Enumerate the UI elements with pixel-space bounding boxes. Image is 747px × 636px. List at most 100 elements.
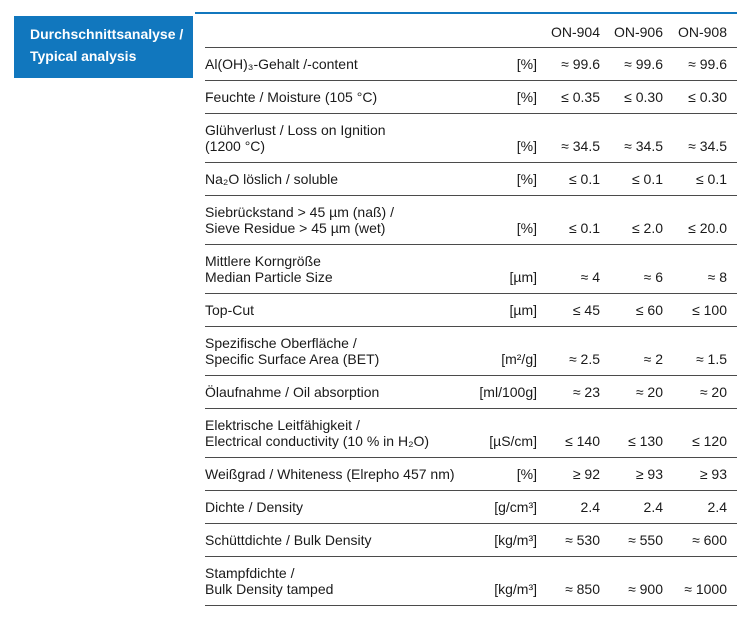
value-cell-on-908: ≤ 100 [692,302,727,318]
parameter-label-line: Spezifische Oberfläche / [205,335,357,351]
value-cell-on-906: ≤ 0.30 [624,89,663,105]
unit-label: [µS/cm] [489,433,537,449]
table-row: Ölaufnahme / Oil absorption [ml/100g] ≈ 23… [205,375,737,409]
value-cell-on-904: ≈ 850 [565,581,600,597]
column-header-on-906: ON-906 [613,24,663,40]
value-cell-on-906: ≤ 130 [628,433,663,449]
parameter-label-line: Elektrische Leitfähigkeit / [205,417,360,433]
value-cell-on-908: ≈ 1000 [684,581,727,597]
table-top-accent-line [195,12,737,14]
value-cell-on-906: ≈ 20 [635,384,663,400]
unit-label: [ml/100g] [479,384,537,400]
parameter-label: Mittlere Korngröße Median Particle Size [205,245,475,294]
table-row: Spezifische Oberfläche / Specific Surface… [205,326,737,376]
parameter-label: Glühverlust / Loss on Ignition (1200 °C) [205,114,475,163]
table-row: Siebrückstand > 45 µm (naß) / Sieve Resid… [205,195,737,245]
table-row: Top-Cut [µm] ≤ 45 ≤ 60 ≤ 100 [205,293,737,327]
value-cell-on-908: ≈ 1.5 [695,351,727,367]
parameter-label-line: Feuchte / Moisture (105 °C) [205,89,378,105]
value-cell-on-908: ≤ 20.0 [688,220,727,236]
parameter-label-line: Schüttdichte / Bulk Density [205,532,372,548]
parameter-label-line: Bulk Density tamped [205,581,334,597]
parameter-label: Elektrische Leitfähigkeit / Electrical co… [205,409,475,458]
value-cell-on-904: ≈ 4 [580,269,600,285]
column-header-on-904: ON-904 [550,24,600,40]
value-cell-on-904: ≥ 92 [572,466,600,482]
value-cell-on-908: ≈ 34.5 [688,138,727,154]
unit-label: [kg/m³] [494,581,537,597]
parameter-label-line: Ölaufnahme / Oil absorption [205,384,380,400]
parameter-label-line: Glühverlust / Loss on Ignition [205,122,386,138]
unit-label: [µm] [509,302,537,318]
parameter-label: Dichte / Density [205,491,475,524]
value-cell-on-906: 2.4 [643,499,663,515]
parameter-label-line: (1200 °C) [205,138,266,154]
value-cell-on-904: ≤ 0.1 [568,220,600,236]
table-row: Elektrische Leitfähigkeit / Electrical co… [205,408,737,458]
table-row: Feuchte / Moisture (105 °C) [%] ≤ 0.35 ≤ 0.… [205,80,737,114]
table-row: Stampfdichte / Bulk Density tamped [kg/m³]… [205,556,737,606]
parameter-label-line: Na₂O löslich / soluble [205,171,339,187]
value-cell-on-906: ≈ 900 [628,581,663,597]
unit-label: [%] [516,171,537,187]
value-cell-on-906: ≈ 34.5 [624,138,663,154]
value-cell-on-908: ≥ 93 [699,466,727,482]
value-cell-on-904: ≤ 140 [565,433,600,449]
value-cell-on-906: ≈ 6 [643,269,663,285]
value-cell-on-906: ≤ 0.1 [631,171,663,187]
value-cell-on-908: ≈ 20 [699,384,727,400]
parameter-label-line: Specific Surface Area (BET) [205,351,380,367]
unit-label: [%] [516,89,537,105]
value-cell-on-906: ≤ 60 [635,302,663,318]
parameter-label-line: Weißgrad / Whiteness (Elrepho 457 nm) [205,466,455,482]
section-title-line1: Durchschnittsanalyse / [30,26,184,42]
parameter-label: Top-Cut [205,294,475,327]
value-cell-on-904: ≈ 99.6 [561,56,600,72]
value-cell-on-906: ≈ 550 [628,532,663,548]
parameter-label-line: Stampfdichte / [205,565,295,581]
header-spacer-label [205,14,475,48]
unit-label: [µm] [509,269,537,285]
parameter-label-line: Electrical conductivity (10 % in H₂O) [205,433,430,449]
value-cell-on-906: ≤ 2.0 [631,220,663,236]
section-title-line2: Typical analysis [30,48,137,64]
header-spacer-unit [475,14,537,48]
unit-label: [g/cm³] [494,499,537,515]
parameter-label: Stampfdichte / Bulk Density tamped [205,557,475,606]
unit-label: [m²/g] [501,351,537,367]
value-cell-on-906: ≈ 99.6 [624,56,663,72]
value-cell-on-904: ≈ 23 [572,384,600,400]
parameter-label-line: Dichte / Density [205,499,304,515]
unit-label: [%] [516,220,537,236]
table-row: Al(OH)₃-Gehalt /-content [%] ≈ 99.6 ≈ 99.6 ≈… [205,47,737,81]
table-row: Glühverlust / Loss on Ignition (1200 °C) [… [205,113,737,163]
parameter-label: Schüttdichte / Bulk Density [205,524,475,557]
value-cell-on-908: ≤ 0.30 [688,89,727,105]
value-cell-on-904: ≈ 530 [565,532,600,548]
value-cell-on-904: ≤ 0.35 [561,89,600,105]
value-cell-on-904: ≈ 2.5 [568,351,600,367]
parameter-label: Spezifische Oberfläche / Specific Surface… [205,327,475,376]
parameter-label: Na₂O löslich / soluble [205,163,475,196]
column-header-on-908: ON-908 [677,24,727,40]
parameter-label-line: Median Particle Size [205,269,333,285]
value-cell-on-904: 2.4 [580,499,600,515]
analysis-table-body: Al(OH)₃-Gehalt /-content [%] ≈ 99.6 ≈ 99.6 ≈… [205,47,737,606]
value-cell-on-908: ≈ 8 [707,269,727,285]
parameter-label: Weißgrad / Whiteness (Elrepho 457 nm) [205,458,475,491]
parameter-label: Feuchte / Moisture (105 °C) [205,81,475,114]
table-row: Schüttdichte / Bulk Density [kg/m³] ≈ 530 ≈… [205,523,737,557]
value-cell-on-908: 2.4 [707,499,727,515]
unit-label: [%] [516,138,537,154]
value-cell-on-908: ≤ 120 [692,433,727,449]
typical-analysis-table: ON-904 ON-906 ON-908 Al(OH)₃-Gehalt /-co… [205,14,737,606]
value-cell-on-908: ≤ 0.1 [695,171,727,187]
value-cell-on-908: ≈ 600 [692,532,727,548]
value-cell-on-904: ≤ 45 [572,302,600,318]
parameter-label: Ölaufnahme / Oil absorption [205,376,475,409]
parameter-label-line: Al(OH)₃-Gehalt /-content [205,56,358,72]
table-row: Dichte / Density [g/cm³] 2.4 2.4 2.4 [205,490,737,524]
column-header-row: ON-904 ON-906 ON-908 [205,14,737,48]
parameter-label-line: Siebrückstand > 45 µm (naß) / [205,204,394,220]
table-row: Weißgrad / Whiteness (Elrepho 457 nm) [%]… [205,457,737,491]
